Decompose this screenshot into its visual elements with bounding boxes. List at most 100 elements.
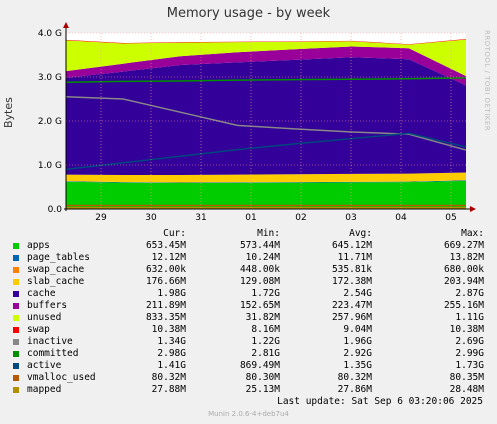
area-page_tables [66, 180, 466, 184]
legend-max-value: 2.99G [455, 348, 484, 359]
legend-cur-value: 1.98G [157, 288, 186, 299]
legend-avg-value: 535.81k [331, 264, 372, 275]
legend-swatch [13, 375, 19, 381]
legend-row-swap: swap 10.38M 8.16M 9.04M 10.38M [0, 324, 497, 336]
legend-min-value: 129.08M [239, 276, 280, 287]
legend-series-name: cache [27, 288, 56, 299]
legend-series-name: swap_cache [27, 264, 85, 275]
legend-max-value: 203.94M [443, 276, 484, 287]
legend-series-name: mapped [27, 384, 62, 395]
y-ticks: 0.0 1.0 G 2.0 G 3.0 G 4.0 G [38, 29, 62, 215]
line-active [65, 132, 467, 171]
chart-plot: 0.0 1.0 G 2.0 G 3.0 G 4.0 G 29 30 31 01 02 03 04 05 [38, 22, 476, 223]
legend-series-name: inactive [27, 336, 73, 347]
x-tick-label: 29 [95, 213, 107, 223]
legend-swatch [13, 339, 19, 345]
legend-avg-value: 257.96M [331, 312, 372, 323]
legend-swatch [13, 303, 19, 309]
legend-row-mapped: mapped 27.88M 25.13M 27.86M 28.48M [0, 384, 497, 396]
legend-cur-value: 1.41G [157, 360, 186, 371]
legend-min-value: 10.24M [245, 252, 280, 263]
legend-header: Cur: Min: Avg: Max: [0, 228, 497, 240]
legend-max-value: 2.87G [455, 288, 484, 299]
legend-series-name: buffers [27, 300, 68, 311]
legend-min-value: 31.82M [245, 312, 280, 323]
legend-series-name: swap [27, 324, 50, 335]
legend-max-value: 669.27M [443, 240, 484, 251]
x-tick-label: 31 [195, 213, 206, 223]
legend-max-value: 680.00k [443, 264, 484, 275]
legend-swatch [13, 255, 19, 261]
legend-swatch [13, 279, 19, 285]
legend-series-name: page_tables [27, 252, 90, 263]
area-slab_cache [66, 172, 466, 183]
legend-cur-value: 27.88M [151, 384, 186, 395]
legend-avg-value: 223.47M [331, 300, 372, 311]
legend-min-value: 869.49M [239, 360, 280, 371]
x-tick-label: 04 [395, 213, 407, 223]
legend-header-max: Max: [461, 228, 484, 239]
legend-avg-value: 80.32M [337, 372, 372, 383]
area-unused [66, 39, 466, 77]
legend-avg-value: 172.38M [331, 276, 372, 287]
legend-cur-value: 80.32M [151, 372, 186, 383]
y-axis-arrow [63, 22, 69, 28]
area-buffers [66, 46, 466, 86]
legend-swatch [13, 387, 19, 393]
legend-min-value: 448.00k [239, 264, 280, 275]
legend-row-committed: committed 2.98G 2.81G 2.92G 2.99G [0, 348, 497, 360]
chart-title: Memory usage - by week [166, 6, 331, 21]
x-tick-label: 01 [245, 213, 256, 223]
legend-header-min: Min: [257, 228, 280, 239]
legend-avg-value: 27.86M [337, 384, 372, 395]
x-axis-arrow [470, 206, 476, 212]
legend-max-value: 1.73G [455, 360, 484, 371]
legend-cur-value: 833.35M [145, 312, 186, 323]
x-tick-label: 05 [445, 213, 456, 223]
legend-min-value: 80.30M [245, 372, 280, 383]
legend-max-value: 2.69G [455, 336, 484, 347]
legend-cur-value: 211.89M [145, 300, 186, 311]
legend-cur-value: 12.12M [151, 252, 186, 263]
legend-cur-value: 2.98G [157, 348, 186, 359]
legend-header-cur: Cur: [163, 228, 186, 239]
legend-max-value: 80.35M [449, 372, 484, 383]
legend-row-unused: unused 833.35M 31.82M 257.96M 1.11G [0, 312, 497, 324]
legend-swatch [13, 351, 19, 357]
legend-max-value: 13.82M [449, 252, 484, 263]
legend-series-name: apps [27, 240, 50, 251]
y-tick-label: 3.0 G [38, 73, 62, 83]
legend-cur-value: 10.38M [151, 324, 186, 335]
legend-series-name: vmalloc_used [27, 372, 96, 383]
legend-min-value: 8.16M [251, 324, 280, 335]
legend-series-name: slab_cache [27, 276, 85, 287]
line-series [65, 77, 467, 209]
legend-series-name: active [27, 360, 62, 371]
legend-header-avg: Avg: [349, 228, 372, 239]
x-ticks: 29 30 31 01 02 03 04 05 [95, 213, 456, 223]
legend-avg-value: 2.92G [343, 348, 372, 359]
legend-row-swap_cache: swap_cache 632.00k 448.00k 535.81k 680.00k [0, 264, 497, 276]
legend-max-value: 10.38M [449, 324, 484, 335]
legend-swatch [13, 363, 19, 369]
x-tick-label: 02 [295, 213, 306, 223]
legend-series-name: unused [27, 312, 62, 323]
y-tick-label: 1.0 G [38, 161, 62, 171]
stacked-areas [66, 39, 466, 209]
legend-row-buffers: buffers 211.89M 152.65M 223.47M 255.16M [0, 300, 497, 312]
legend-swatch [13, 243, 19, 249]
legend-avg-value: 1.96G [343, 336, 372, 347]
area-swap [66, 39, 466, 45]
x-tick-label: 03 [345, 213, 356, 223]
legend-swatch [13, 291, 19, 297]
legend-row-slab_cache: slab_cache 176.66M 129.08M 172.38M 203.94M [0, 276, 497, 288]
legend-row-page_tables: page_tables 12.12M 10.24M 11.71M 13.82M [0, 252, 497, 264]
legend-row-cache: cache 1.98G 1.72G 2.54G 2.87G [0, 288, 497, 300]
area-cache [66, 57, 466, 176]
legend: Cur: Min: Avg: Max: apps 653.45M 573.44M 64… [0, 228, 497, 396]
y-tick-label: 4.0 G [38, 29, 62, 39]
grid-lines [66, 32, 466, 209]
legend-min-value: 2.81G [251, 348, 280, 359]
legend-row-vmalloc_used: vmalloc_used 80.32M 80.30M 80.32M 80.35M [0, 372, 497, 384]
area-apps [66, 180, 466, 209]
